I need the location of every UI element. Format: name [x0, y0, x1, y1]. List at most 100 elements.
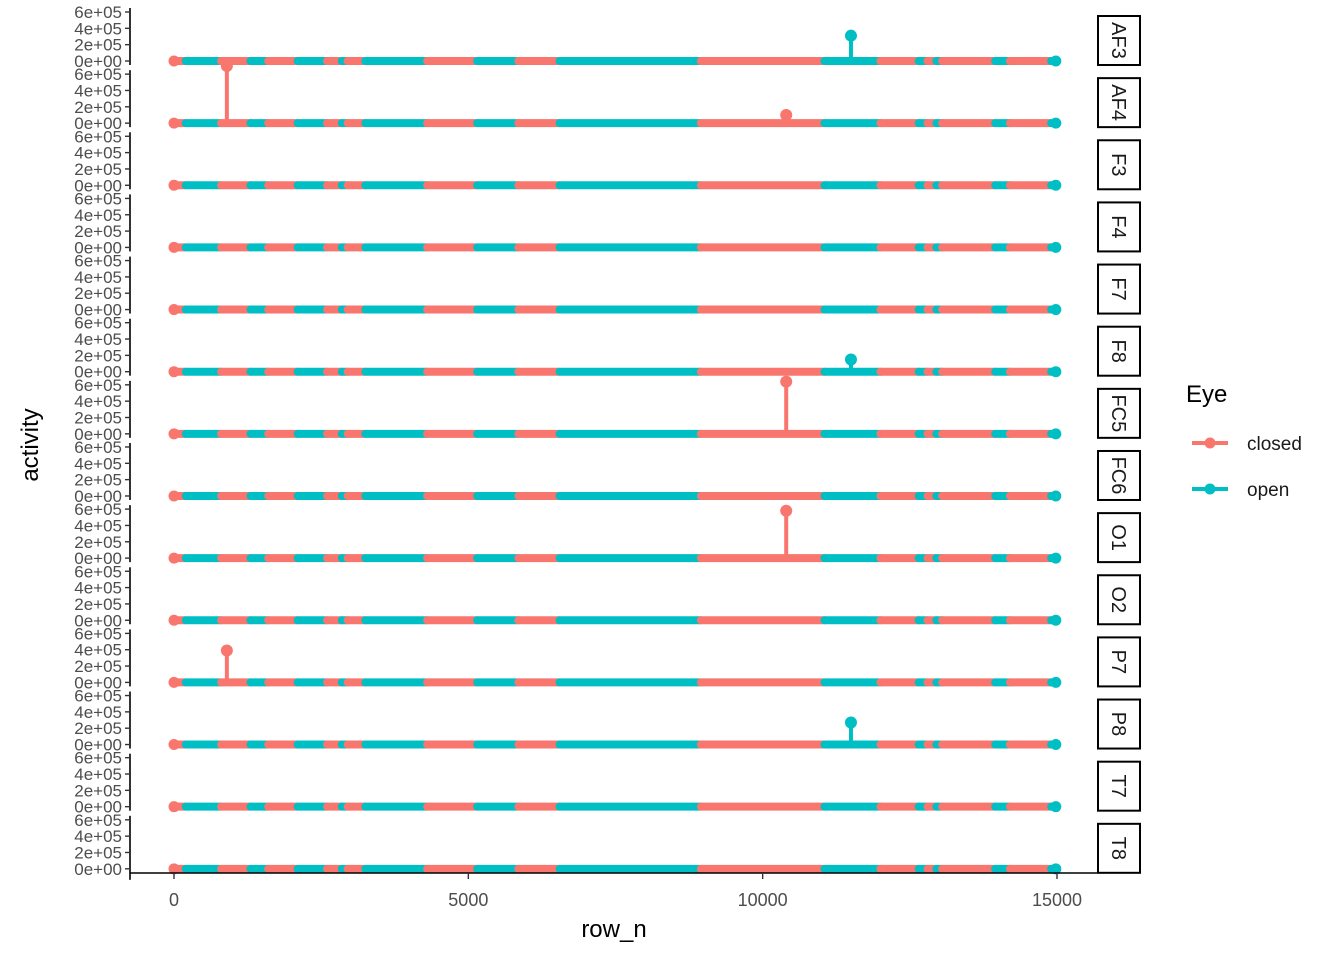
spike-point-closed — [780, 375, 793, 388]
facet-strip-label: F4 — [1107, 215, 1129, 238]
y-tick-label: 2e+05 — [74, 346, 122, 365]
legend: Eye closed open — [1186, 381, 1302, 501]
y-tick-label: 2e+05 — [74, 781, 122, 800]
panels-layer: 0e+002e+054e+056e+05AF30e+002e+054e+056e… — [74, 3, 1141, 880]
y-tick-label: 6e+05 — [74, 65, 122, 84]
y-tick-label: 0e+00 — [74, 425, 122, 444]
y-tick-label: 6e+05 — [74, 189, 122, 208]
data-point — [168, 241, 180, 253]
data-point — [168, 490, 180, 502]
data-point — [1050, 179, 1062, 191]
y-tick-label: 2e+05 — [74, 843, 122, 862]
y-tick-label: 6e+05 — [74, 562, 122, 581]
x-tick-label: 10000 — [738, 890, 788, 910]
y-tick-label: 4e+05 — [74, 703, 122, 722]
facet-strip-label: T8 — [1107, 837, 1129, 860]
spike-point-open — [844, 29, 857, 42]
data-point — [168, 428, 180, 440]
facet-strip — [1097, 263, 1141, 315]
data-point — [168, 366, 180, 378]
y-tick-label: 0e+00 — [74, 114, 122, 133]
legend-key-point — [1204, 483, 1216, 495]
data-point — [168, 739, 180, 751]
facet-strip — [1097, 698, 1141, 750]
data-point — [168, 117, 180, 129]
facet-strip — [1097, 574, 1141, 626]
y-tick-label: 2e+05 — [74, 657, 122, 676]
data-point — [1050, 55, 1062, 67]
facet-strip-label: O2 — [1107, 586, 1129, 613]
spike-point-open — [844, 353, 857, 366]
y-tick-label: 4e+05 — [74, 392, 122, 411]
y-tick-label: 0e+00 — [74, 798, 122, 817]
data-point — [168, 676, 180, 688]
y-tick-label: 6e+05 — [74, 252, 122, 271]
facet-strip — [1097, 139, 1141, 191]
facet-strip-label: P7 — [1107, 650, 1129, 674]
spike-point-open — [844, 716, 857, 729]
data-point — [1050, 863, 1062, 875]
x-axis: 0 5000 10000 15000 — [130, 872, 1097, 910]
y-tick-label: 6e+05 — [74, 500, 122, 519]
facet-strip — [1097, 760, 1141, 812]
y-tick-label: 4e+05 — [74, 765, 122, 784]
facet-strip — [1097, 822, 1141, 874]
data-point — [168, 801, 180, 813]
data-point — [1050, 739, 1062, 751]
y-tick-label: 2e+05 — [74, 719, 122, 738]
y-tick-label: 0e+00 — [74, 176, 122, 195]
y-tick-label: 0e+00 — [74, 549, 122, 568]
y-tick-label: 2e+05 — [74, 471, 122, 490]
facet-strip-label: F3 — [1107, 153, 1129, 176]
y-tick-label: 6e+05 — [74, 127, 122, 146]
facet-strip — [1097, 201, 1141, 253]
legend-label: open — [1247, 480, 1289, 501]
legend-entry-closed: closed — [1192, 434, 1302, 455]
y-tick-label: 4e+05 — [74, 330, 122, 349]
data-point — [1050, 366, 1062, 378]
data-point — [1050, 676, 1062, 688]
facet-strip-label: AF3 — [1107, 22, 1129, 59]
y-tick-label: 2e+05 — [74, 98, 122, 117]
y-tick-label: 0e+00 — [74, 736, 122, 755]
data-point — [1050, 552, 1062, 564]
facet-strip-label: FC6 — [1107, 457, 1129, 495]
facet-strip — [1097, 77, 1141, 129]
data-point — [1050, 614, 1062, 626]
y-tick-label: 0e+00 — [74, 673, 122, 692]
facet-strip-label: F8 — [1107, 340, 1129, 363]
legend-label: closed — [1247, 434, 1302, 455]
facet-strip-label: FC5 — [1107, 394, 1129, 432]
data-point — [1050, 428, 1062, 440]
y-tick-label: 6e+05 — [74, 376, 122, 395]
y-tick-label: 2e+05 — [74, 595, 122, 614]
spike-point-closed — [780, 504, 793, 517]
legend-entry-open: open — [1192, 480, 1289, 501]
facet-strip — [1097, 512, 1141, 564]
y-tick-label: 4e+05 — [74, 81, 122, 100]
y-tick-label: 4e+05 — [74, 641, 122, 660]
facet-strip — [1097, 15, 1141, 66]
data-point — [168, 552, 180, 564]
y-tick-label: 4e+05 — [74, 579, 122, 598]
spike-point-closed — [220, 59, 233, 72]
y-tick-label: 6e+05 — [74, 624, 122, 643]
y-tick-label: 4e+05 — [74, 19, 122, 38]
legend-title: Eye — [1186, 381, 1227, 408]
x-tick-label: 0 — [169, 890, 179, 910]
spike-point-closed — [220, 644, 233, 657]
facet-strip-label: F7 — [1107, 277, 1129, 300]
y-tick-label: 0e+00 — [74, 52, 122, 71]
